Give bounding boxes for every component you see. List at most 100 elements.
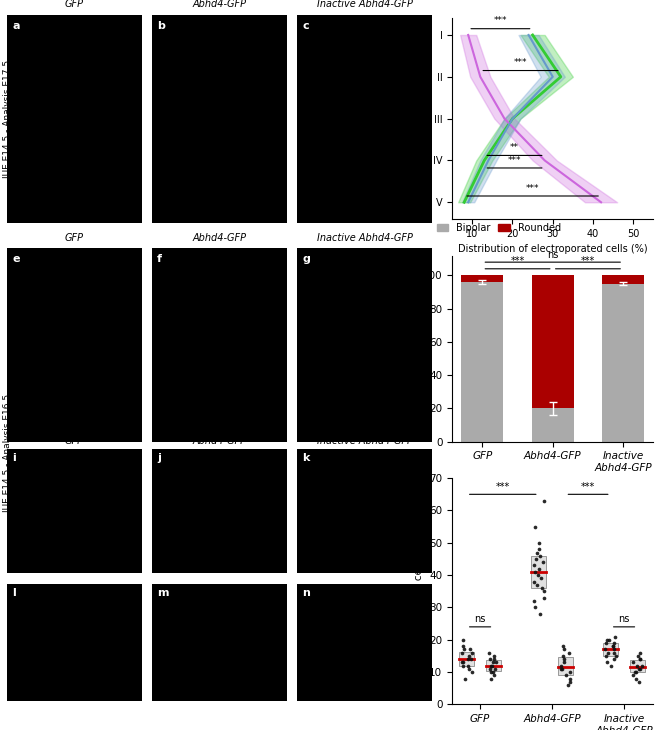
Point	[561, 669, 572, 681]
Text: ns: ns	[618, 614, 630, 624]
Point	[564, 647, 574, 658]
Point	[606, 660, 616, 672]
Point	[467, 647, 477, 658]
Text: g: g	[302, 254, 310, 264]
Point	[535, 608, 545, 620]
Y-axis label: Bins: Bins	[417, 107, 427, 131]
Bar	[461, 282, 504, 442]
Point	[463, 660, 473, 672]
Point	[539, 585, 549, 597]
Point	[556, 663, 566, 675]
Point	[483, 647, 494, 658]
Point	[630, 666, 641, 678]
Point	[559, 653, 570, 665]
Point	[465, 644, 476, 656]
Point	[465, 653, 476, 665]
Point	[456, 647, 467, 658]
Point	[533, 569, 543, 581]
Point	[486, 660, 496, 672]
Text: i: i	[12, 453, 16, 463]
Text: IUE E14.5 - Analysis E16.5: IUE E14.5 - Analysis E16.5	[3, 393, 13, 512]
Point	[485, 653, 496, 665]
Point	[531, 553, 541, 565]
Point	[630, 673, 641, 685]
Text: IUE E14.5 - Analysis E17.5: IUE E14.5 - Analysis E17.5	[3, 60, 13, 177]
Point	[630, 666, 641, 678]
Point	[464, 663, 475, 675]
Point	[608, 640, 618, 652]
Point	[600, 644, 611, 656]
Point	[531, 547, 542, 558]
Point	[486, 666, 496, 678]
Point	[539, 495, 549, 507]
Point	[534, 543, 544, 555]
Point	[555, 660, 566, 672]
Point	[558, 650, 568, 662]
Point	[459, 644, 469, 656]
Text: n: n	[302, 588, 310, 597]
Text: ***: ***	[510, 256, 525, 266]
Point	[632, 660, 642, 672]
Text: ***: ***	[496, 482, 510, 492]
Point	[538, 556, 548, 568]
X-axis label: Distribution of electroporated cells (%): Distribution of electroporated cells (%)	[458, 245, 647, 254]
Point	[565, 676, 576, 688]
Point	[564, 673, 575, 685]
Point	[489, 663, 500, 675]
Point	[609, 644, 619, 656]
Point	[529, 560, 539, 572]
Point	[460, 673, 471, 685]
FancyBboxPatch shape	[558, 657, 573, 675]
FancyBboxPatch shape	[603, 643, 618, 656]
Point	[530, 602, 541, 613]
Point	[634, 663, 644, 675]
Point	[610, 650, 621, 662]
Y-axis label: TUNEL-positive cell density: TUNEL-positive cell density	[414, 520, 424, 662]
Bar	[532, 275, 574, 408]
Text: o: o	[416, 478, 424, 491]
Text: Inactive Abhd4-GFP: Inactive Abhd4-GFP	[317, 234, 412, 243]
Point	[529, 576, 540, 588]
Text: Abhd4-GFP: Abhd4-GFP	[193, 234, 246, 243]
Text: Abhd4-GFP: Abhd4-GFP	[193, 436, 246, 446]
Point	[488, 666, 498, 678]
Point	[558, 644, 569, 656]
Text: ***: ***	[526, 184, 539, 193]
Y-axis label: Percentage of cells (%): Percentage of cells (%)	[407, 288, 417, 409]
Point	[557, 663, 568, 675]
Point	[635, 647, 645, 658]
Text: j: j	[157, 453, 161, 463]
Text: ***: ***	[581, 482, 595, 492]
Point	[537, 583, 547, 594]
Point	[488, 669, 499, 681]
Text: b: b	[157, 21, 165, 31]
Point	[463, 653, 473, 665]
FancyBboxPatch shape	[630, 660, 645, 672]
Text: d: d	[416, 18, 425, 31]
Point	[535, 572, 546, 584]
Point	[458, 640, 469, 652]
Text: **: **	[510, 143, 519, 152]
Text: c: c	[302, 21, 309, 31]
Point	[539, 592, 549, 604]
Point	[488, 653, 499, 665]
Point	[628, 669, 638, 681]
Point	[458, 660, 469, 672]
Point	[565, 666, 576, 678]
Text: l: l	[12, 588, 16, 597]
Text: ns: ns	[547, 250, 558, 260]
Point	[529, 595, 539, 607]
Point	[489, 650, 500, 662]
Text: h: h	[416, 255, 425, 269]
Text: f: f	[157, 254, 162, 264]
Point	[484, 663, 495, 675]
Point	[486, 660, 497, 672]
Point	[558, 656, 569, 668]
Point	[457, 656, 467, 668]
Point	[529, 566, 540, 577]
Point	[535, 550, 546, 561]
Point	[602, 656, 612, 668]
Text: ***: ***	[494, 16, 507, 26]
Point	[608, 640, 618, 652]
Point	[488, 656, 498, 668]
